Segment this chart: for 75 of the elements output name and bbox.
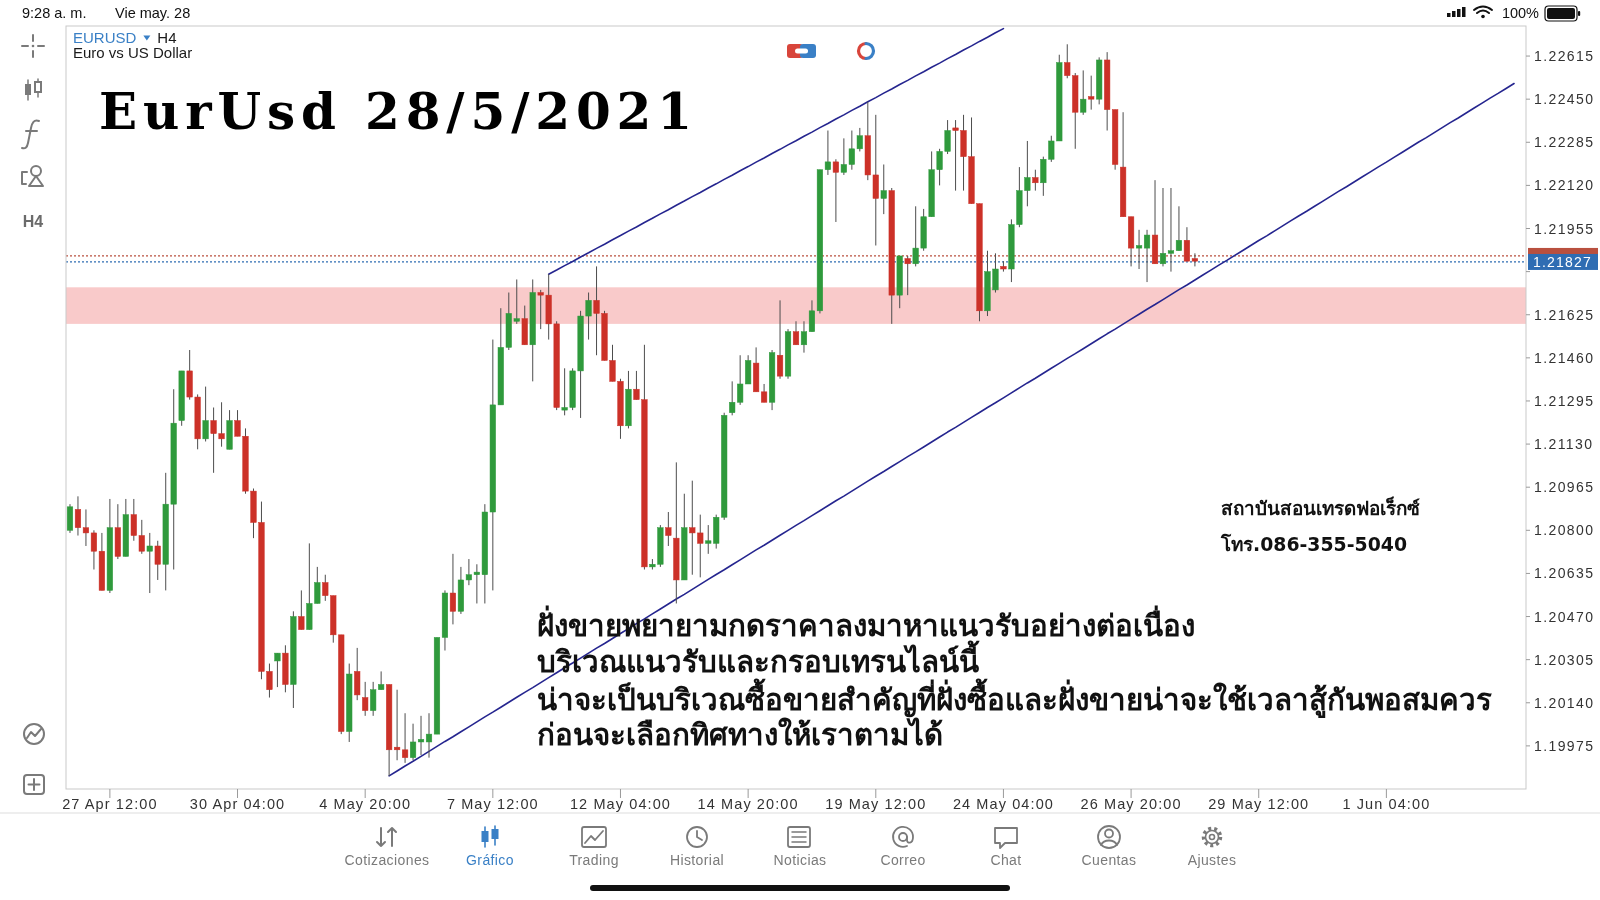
candlestick bbox=[832, 158, 839, 223]
y-tick-label: 1.20635 bbox=[1534, 565, 1595, 582]
x-tick-label: 4 May 20:00 bbox=[319, 796, 412, 812]
y-tick-label: 1.22450 bbox=[1534, 91, 1595, 108]
y-tick-label: 1.22285 bbox=[1534, 134, 1595, 151]
y-tick-label: 1.19975 bbox=[1534, 737, 1595, 754]
x-tick-label: 14 May 20:00 bbox=[697, 796, 799, 812]
annotation: ก่อนจะเลือกทิศทางให้เราตามได้ bbox=[537, 717, 943, 752]
annotation: EURUSD bbox=[73, 28, 137, 46]
text: 100% bbox=[1501, 5, 1540, 21]
candlestick bbox=[792, 320, 800, 346]
text: Ajustes bbox=[1187, 852, 1237, 868]
candlestick bbox=[1175, 205, 1182, 252]
text: EurUsd 28/5/2021 bbox=[99, 82, 698, 141]
x-tick-label: 12 May 04:00 bbox=[569, 796, 672, 812]
candlestick bbox=[1167, 187, 1175, 273]
text: Cotizaciones bbox=[344, 852, 430, 868]
text: Euro vs US Dollar bbox=[73, 44, 193, 61]
annotation: โทร.086-355-5040 bbox=[1220, 533, 1408, 555]
candlestick bbox=[425, 712, 433, 759]
candlestick bbox=[800, 320, 808, 354]
candlestick bbox=[202, 386, 209, 442]
text: Noticias bbox=[773, 852, 827, 868]
x-tick-label: 7 May 12:00 bbox=[446, 796, 539, 812]
text: H4 bbox=[22, 213, 44, 230]
candlestick bbox=[146, 532, 153, 594]
candlestick bbox=[362, 681, 369, 717]
annotation: น่าจะเป็นบริเวณซื้อขายสำคัญที่ฝั่งซื้อและฝั่งขายน่าจะใช้เวลาสู้กันพอสมควร bbox=[537, 678, 1492, 718]
candlestick bbox=[74, 495, 82, 537]
text: Chat bbox=[990, 852, 1022, 868]
annotation: H4 bbox=[157, 28, 177, 46]
candlestick bbox=[417, 715, 425, 756]
text: Trading bbox=[569, 852, 619, 868]
candlestick bbox=[904, 255, 911, 296]
text: Cuentas bbox=[1081, 852, 1137, 868]
candlestick bbox=[1159, 187, 1167, 267]
x-tick-label: 19 May 12:00 bbox=[825, 796, 927, 812]
y-tick-label: 1.21130 bbox=[1534, 436, 1594, 453]
text: Vie may. 28 bbox=[115, 5, 191, 21]
y-tick-label: 1.20305 bbox=[1534, 651, 1595, 668]
candlestick bbox=[1080, 69, 1087, 116]
candlestick bbox=[66, 503, 74, 534]
candlestick bbox=[665, 511, 672, 547]
y-tick-label: 1.21460 bbox=[1534, 349, 1595, 366]
y-tick-label: 1.22615 bbox=[1534, 48, 1595, 65]
annotation: สถาบันสอนเทรดฟอเร็กซ์ bbox=[1221, 496, 1420, 519]
candlestick bbox=[354, 647, 361, 701]
candlestick bbox=[880, 163, 887, 215]
candlestick bbox=[154, 540, 161, 581]
y-tick-label: 1.21955 bbox=[1534, 220, 1595, 237]
y-tick-label: 1.20470 bbox=[1534, 608, 1595, 625]
candlestick bbox=[410, 723, 417, 761]
candlestick bbox=[1088, 75, 1095, 111]
candlestick bbox=[777, 299, 784, 380]
ref-line-label: 1.21827 bbox=[1533, 253, 1593, 270]
x-tick-label: 24 May 04:00 bbox=[952, 796, 1054, 812]
text: 9:28 a. m. bbox=[22, 5, 87, 21]
text: Correo bbox=[880, 852, 926, 868]
text: Historial bbox=[669, 852, 725, 868]
y-tick-label: 1.22120 bbox=[1534, 177, 1595, 194]
y-tick-label: 1.21295 bbox=[1534, 392, 1595, 409]
y-tick-label: 1.20965 bbox=[1534, 479, 1595, 496]
candlestick bbox=[449, 553, 456, 625]
x-tick-label: 27 Apr 12:00 bbox=[62, 796, 158, 812]
x-tick-label: 1 Jun 04:00 bbox=[1342, 796, 1431, 812]
x-tick-label: 29 May 12:00 bbox=[1208, 796, 1310, 812]
y-tick-label: 1.21625 bbox=[1534, 306, 1595, 323]
candlestick bbox=[1032, 169, 1039, 192]
x-tick-label: 26 May 20:00 bbox=[1080, 796, 1182, 812]
text: Gráfico bbox=[466, 852, 514, 868]
y-tick-label: 1.20140 bbox=[1534, 694, 1595, 711]
x-tick-label: 30 Apr 04:00 bbox=[189, 796, 286, 812]
candlestick bbox=[274, 652, 281, 688]
candlestick bbox=[298, 589, 305, 631]
y-tick-label: 1.20800 bbox=[1534, 522, 1595, 539]
